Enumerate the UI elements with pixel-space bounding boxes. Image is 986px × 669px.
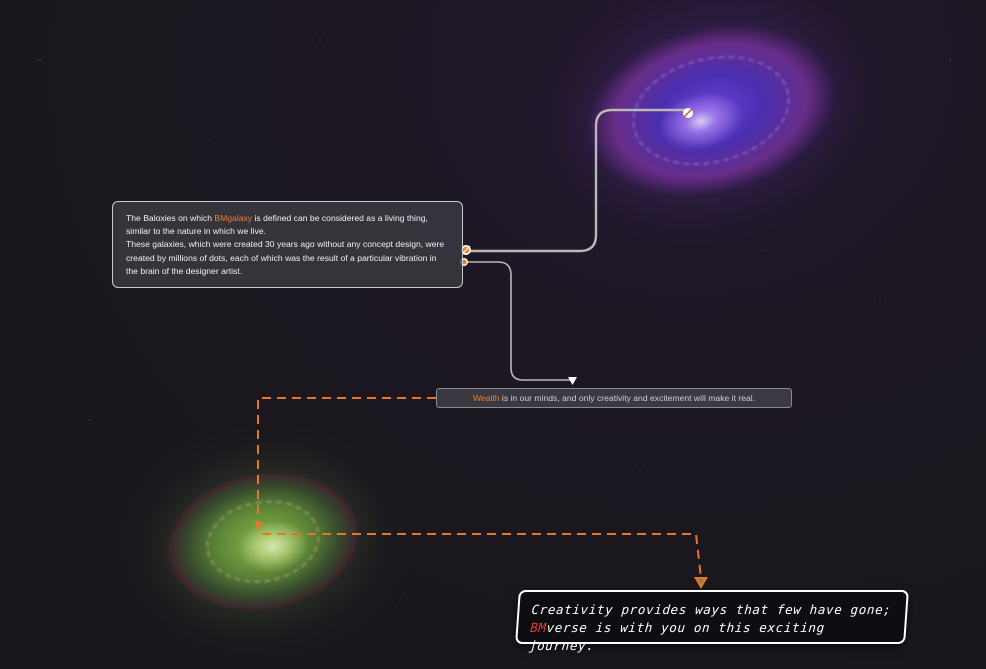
dashed-connector-galaxy-quote — [262, 533, 702, 579]
creativity-quote: Creativity provides ways that few have g… — [515, 590, 909, 653]
info-paragraph-2: These galaxies, which were created 30 ye… — [126, 239, 445, 276]
quote-brand-prefix: BM — [529, 620, 548, 635]
dashed-connector-wealth-galaxy — [257, 397, 436, 526]
wealth-caption: Wealth is in our minds, and only creativ… — [436, 388, 792, 408]
info-paragraph-1: The Baloxies on which BMgalaxy is define… — [126, 213, 428, 237]
wealth-highlight: Wealth — [472, 393, 500, 403]
green-galaxy-arrow-icon — [254, 522, 263, 530]
connector-wealth — [464, 261, 572, 381]
galaxy-info-box: The Baloxies on which BMgalaxy is define… — [112, 201, 463, 289]
wealth-arrow-icon — [568, 377, 577, 385]
purple-galaxy-node[interactable] — [683, 108, 693, 118]
quote-line-2: BMverse is with you on this exciting jou… — [528, 620, 826, 653]
quote-line-1: Creativity provides ways that few have g… — [531, 602, 893, 617]
connector-purple-galaxy — [466, 108, 688, 253]
brand-link[interactable]: BMgalaxy — [214, 213, 253, 223]
info-box-node-upper[interactable] — [461, 245, 471, 255]
